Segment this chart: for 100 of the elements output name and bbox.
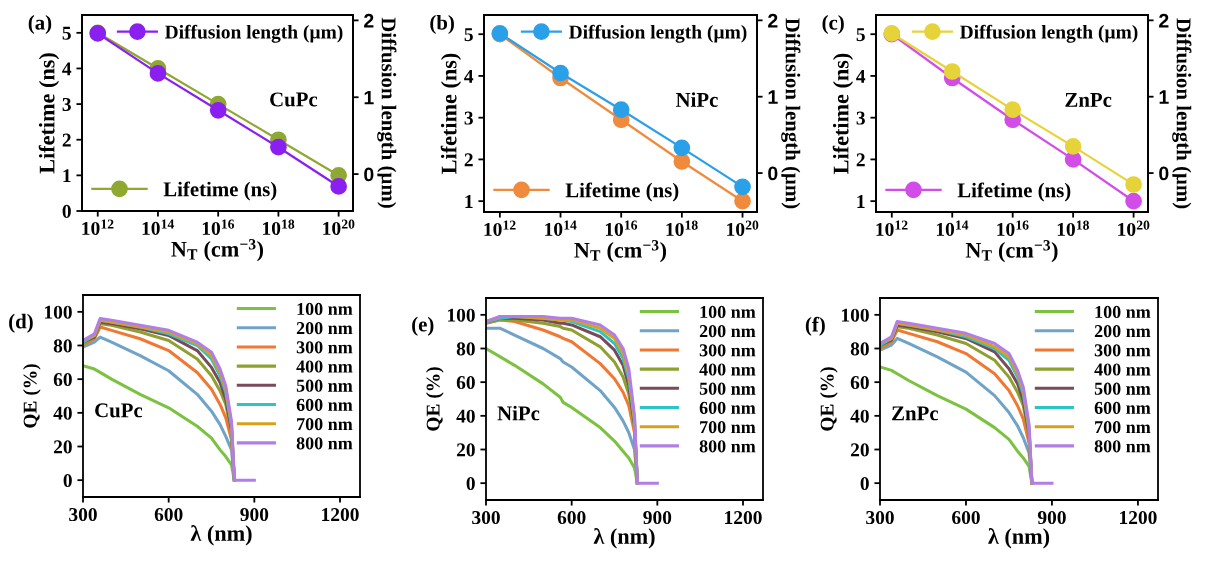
x-tick-label: 1200 [322,507,359,522]
y-tick-label: 80 [456,342,475,356]
x-tick-label: 10$^{12}$ [876,220,908,236]
y-tick-label: 3 [856,111,865,125]
legend-label: 100 nm [1095,305,1151,319]
legend-label: Diffusion length (µm) [568,24,747,43]
y-tick-label: 100 [841,308,869,322]
x-axis-title: N$_{T}$ (cm$^{−3}$) [965,240,1058,263]
x-tick-label: 600 [952,510,980,525]
y-tick-label: 60 [456,375,475,390]
x-tick-label: 1200 [725,510,762,525]
x-tick-label: 600 [154,507,183,522]
y2-tick-label: 2 [1159,13,1169,28]
y-tick-label: 4 [62,62,72,76]
y-tick-label: 3 [62,97,71,112]
legend-label: 500 nm [699,382,756,395]
legend-label: 600 nm [1094,401,1151,414]
y-tick-label: 80 [53,339,72,353]
x-tick-label: 10$^{14}$ [936,220,969,236]
y-tick-label: 4 [464,69,474,83]
y-axis-title: Lifetime (ns) [440,53,462,174]
x-tick-label: 1200 [1120,510,1157,525]
legend-label: 100 nm [297,302,353,316]
legend-label: 200 nm [296,322,353,335]
text: (b) [430,15,454,34]
annotation: CuPc [270,92,318,107]
text: (e) [412,316,434,336]
legend-label: 800 nm [1094,440,1151,453]
legend-label: 500 nm [1094,382,1151,395]
y-axis-title: Lifetime (ns) [38,53,60,174]
y-tick-label: 4 [856,69,866,83]
legend-label: Lifetime (ns) [163,181,277,201]
y-tick-label: 0 [860,476,869,491]
y-axis-title: QE (%) [820,367,838,431]
legend-label: 200 nm [699,325,756,338]
x-tick-label: 900 [1037,510,1066,525]
y-tick-label: 20 [456,443,475,457]
y2-tick-label: 1 [768,90,778,104]
x-axis-title: N$_{T}$ (cm$^{−3}$) [171,239,264,262]
y2-tick-label: 0 [768,166,778,181]
x-tick-label: 10$^{16}$ [605,220,638,236]
legend-label: 400 nm [1094,363,1151,376]
y2-tick-label: 1 [364,90,374,105]
y-tick-label: 2 [62,133,71,147]
legend-label: 700 nm [1095,421,1151,434]
legend-label: 400 nm [699,363,756,376]
y-tick-label: 100 [44,305,72,319]
y-tick-label: 100 [447,308,475,322]
y2-tick-label: 2 [364,13,374,28]
x-tick-label: 10$^{18}$ [263,219,295,236]
legend-label: 700 nm [700,421,756,434]
legend-label: Diffusion length (µm) [959,24,1138,43]
annotation: NiPc [497,405,540,421]
x-tick-label: 900 [643,510,672,525]
x-tick-label: 10$^{16}$ [202,219,235,235]
x-tick-label: 10$^{12}$ [82,219,114,235]
x-tick-label: 300 [866,510,894,525]
y2-tick-label: 2 [768,13,778,28]
y2-axis-title: Diffusion length (µm) [781,18,801,209]
annotation: CuPc [95,403,143,418]
text: (a) [28,15,52,34]
legend-label: 700 nm [297,418,353,431]
x-axis-title: λ (nm) [988,528,1050,549]
y2-axis-title: Diffusion length (µm) [1172,18,1192,209]
legend-label: 500 nm [296,379,353,392]
x-axis-title: N$_{T}$ (cm$^{−3}$) [574,240,667,263]
annotation: ZnPc [892,406,939,421]
x-tick-label: 300 [69,507,97,522]
y-tick-label: 20 [53,440,72,454]
x-axis-title: λ (nm) [593,528,655,549]
y-tick-label: 5 [464,28,473,42]
x-tick-label: 10$^{20}$ [1118,220,1150,237]
y-tick-label: 0 [63,473,72,488]
legend-label: 100 nm [700,305,756,319]
y-tick-label: 80 [850,342,869,356]
y-tick-label: 20 [850,443,869,457]
x-tick-label: 10$^{14}$ [142,219,175,235]
y2-tick-label: 0 [364,167,374,182]
text: (d) [9,313,33,333]
x-tick-label: 10$^{18}$ [1057,220,1089,237]
y-tick-label: 3 [464,111,473,125]
legend-label: 300 nm [1094,344,1151,357]
x-tick-label: 10$^{20}$ [727,220,759,237]
y-tick-label: 60 [850,375,869,390]
legend-label: 600 nm [296,398,353,411]
y-tick-label: 40 [456,409,475,423]
text: (f) [805,316,825,336]
y-axis-title: QE (%) [426,367,444,431]
x-tick-label: 10$^{20}$ [323,219,355,236]
y-tick-label: 1 [63,169,71,183]
legend-label: 200 nm [1094,325,1151,338]
legend-label: Lifetime (ns) [565,182,679,202]
y-tick-label: 2 [464,153,473,167]
legend-label: 800 nm [699,440,756,453]
y-tick-label: 0 [466,476,475,491]
legend-label: Lifetime (ns) [957,182,1071,202]
legend-label: 800 nm [296,437,353,450]
y2-axis-title: Diffusion length (µm) [377,17,397,208]
x-tick-label: 10$^{12}$ [484,220,516,236]
y-tick-label: 1 [465,195,473,208]
